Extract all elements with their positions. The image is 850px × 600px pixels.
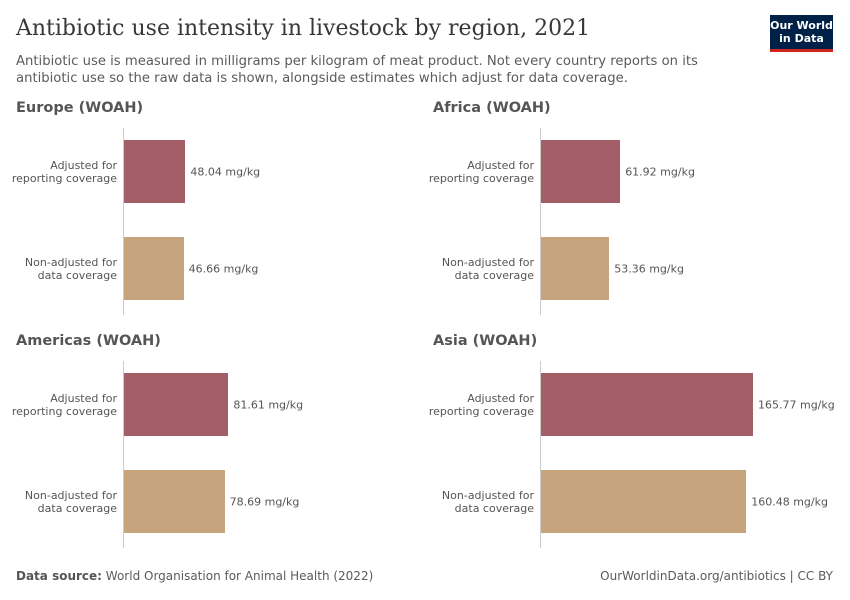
category-label: Non-adjusted for data coverage xyxy=(24,255,117,282)
bar xyxy=(541,470,747,533)
value-label: 53.36 mg/kg xyxy=(614,262,684,275)
source: World Organisation for Animal Health (20… xyxy=(105,569,374,583)
value-label: 48.04 mg/kg xyxy=(190,165,261,178)
bar xyxy=(541,140,621,203)
logo[interactable]: Our World in Data xyxy=(770,15,833,52)
category-label: Non-adjusted for data coverage xyxy=(441,255,534,282)
panel-title: Europe (WOAH) xyxy=(16,100,144,116)
bar xyxy=(124,470,225,533)
value-label: 78.69 mg/kg xyxy=(229,495,300,508)
category-label: Adjusted for reporting coverage xyxy=(11,391,117,418)
panel-title: Americas (WOAH) xyxy=(16,333,161,349)
title: Antibiotic use intensity in livestock by… xyxy=(16,16,591,41)
value-label: 160.48 mg/kg xyxy=(751,495,828,508)
footer-url[interactable]: OurWorldinData.org/antibiotics | CC BY xyxy=(600,569,833,583)
panel-title: Africa (WOAH) xyxy=(433,100,551,116)
axis-line xyxy=(540,361,541,548)
footer-source: Data source: World Organisation for Anim… xyxy=(16,569,373,583)
bar xyxy=(124,140,186,203)
axis-line xyxy=(540,128,541,315)
value-label: 46.66 mg/kg xyxy=(188,262,259,275)
bar xyxy=(124,373,229,436)
panel-title: Asia (WOAH) xyxy=(433,333,538,349)
category-label: Adjusted for reporting coverage xyxy=(11,158,117,185)
value-label: 165.77 mg/kg xyxy=(758,398,835,411)
axis-line xyxy=(123,128,124,315)
subtitle: Antibiotic use is measured in milligrams… xyxy=(16,54,698,86)
value-label: 61.92 mg/kg xyxy=(625,165,695,178)
axis-line xyxy=(123,361,124,548)
source-label: Data source: xyxy=(16,569,102,583)
category-label: Adjusted for reporting coverage xyxy=(428,391,534,418)
value-label: 81.61 mg/kg xyxy=(233,398,304,411)
bar xyxy=(541,237,610,300)
category-label: Non-adjusted for data coverage xyxy=(441,488,534,515)
category-label: Adjusted for reporting coverage xyxy=(428,158,534,185)
bar xyxy=(541,373,753,436)
category-label: Non-adjusted for data coverage xyxy=(24,488,117,515)
bar xyxy=(124,237,184,300)
